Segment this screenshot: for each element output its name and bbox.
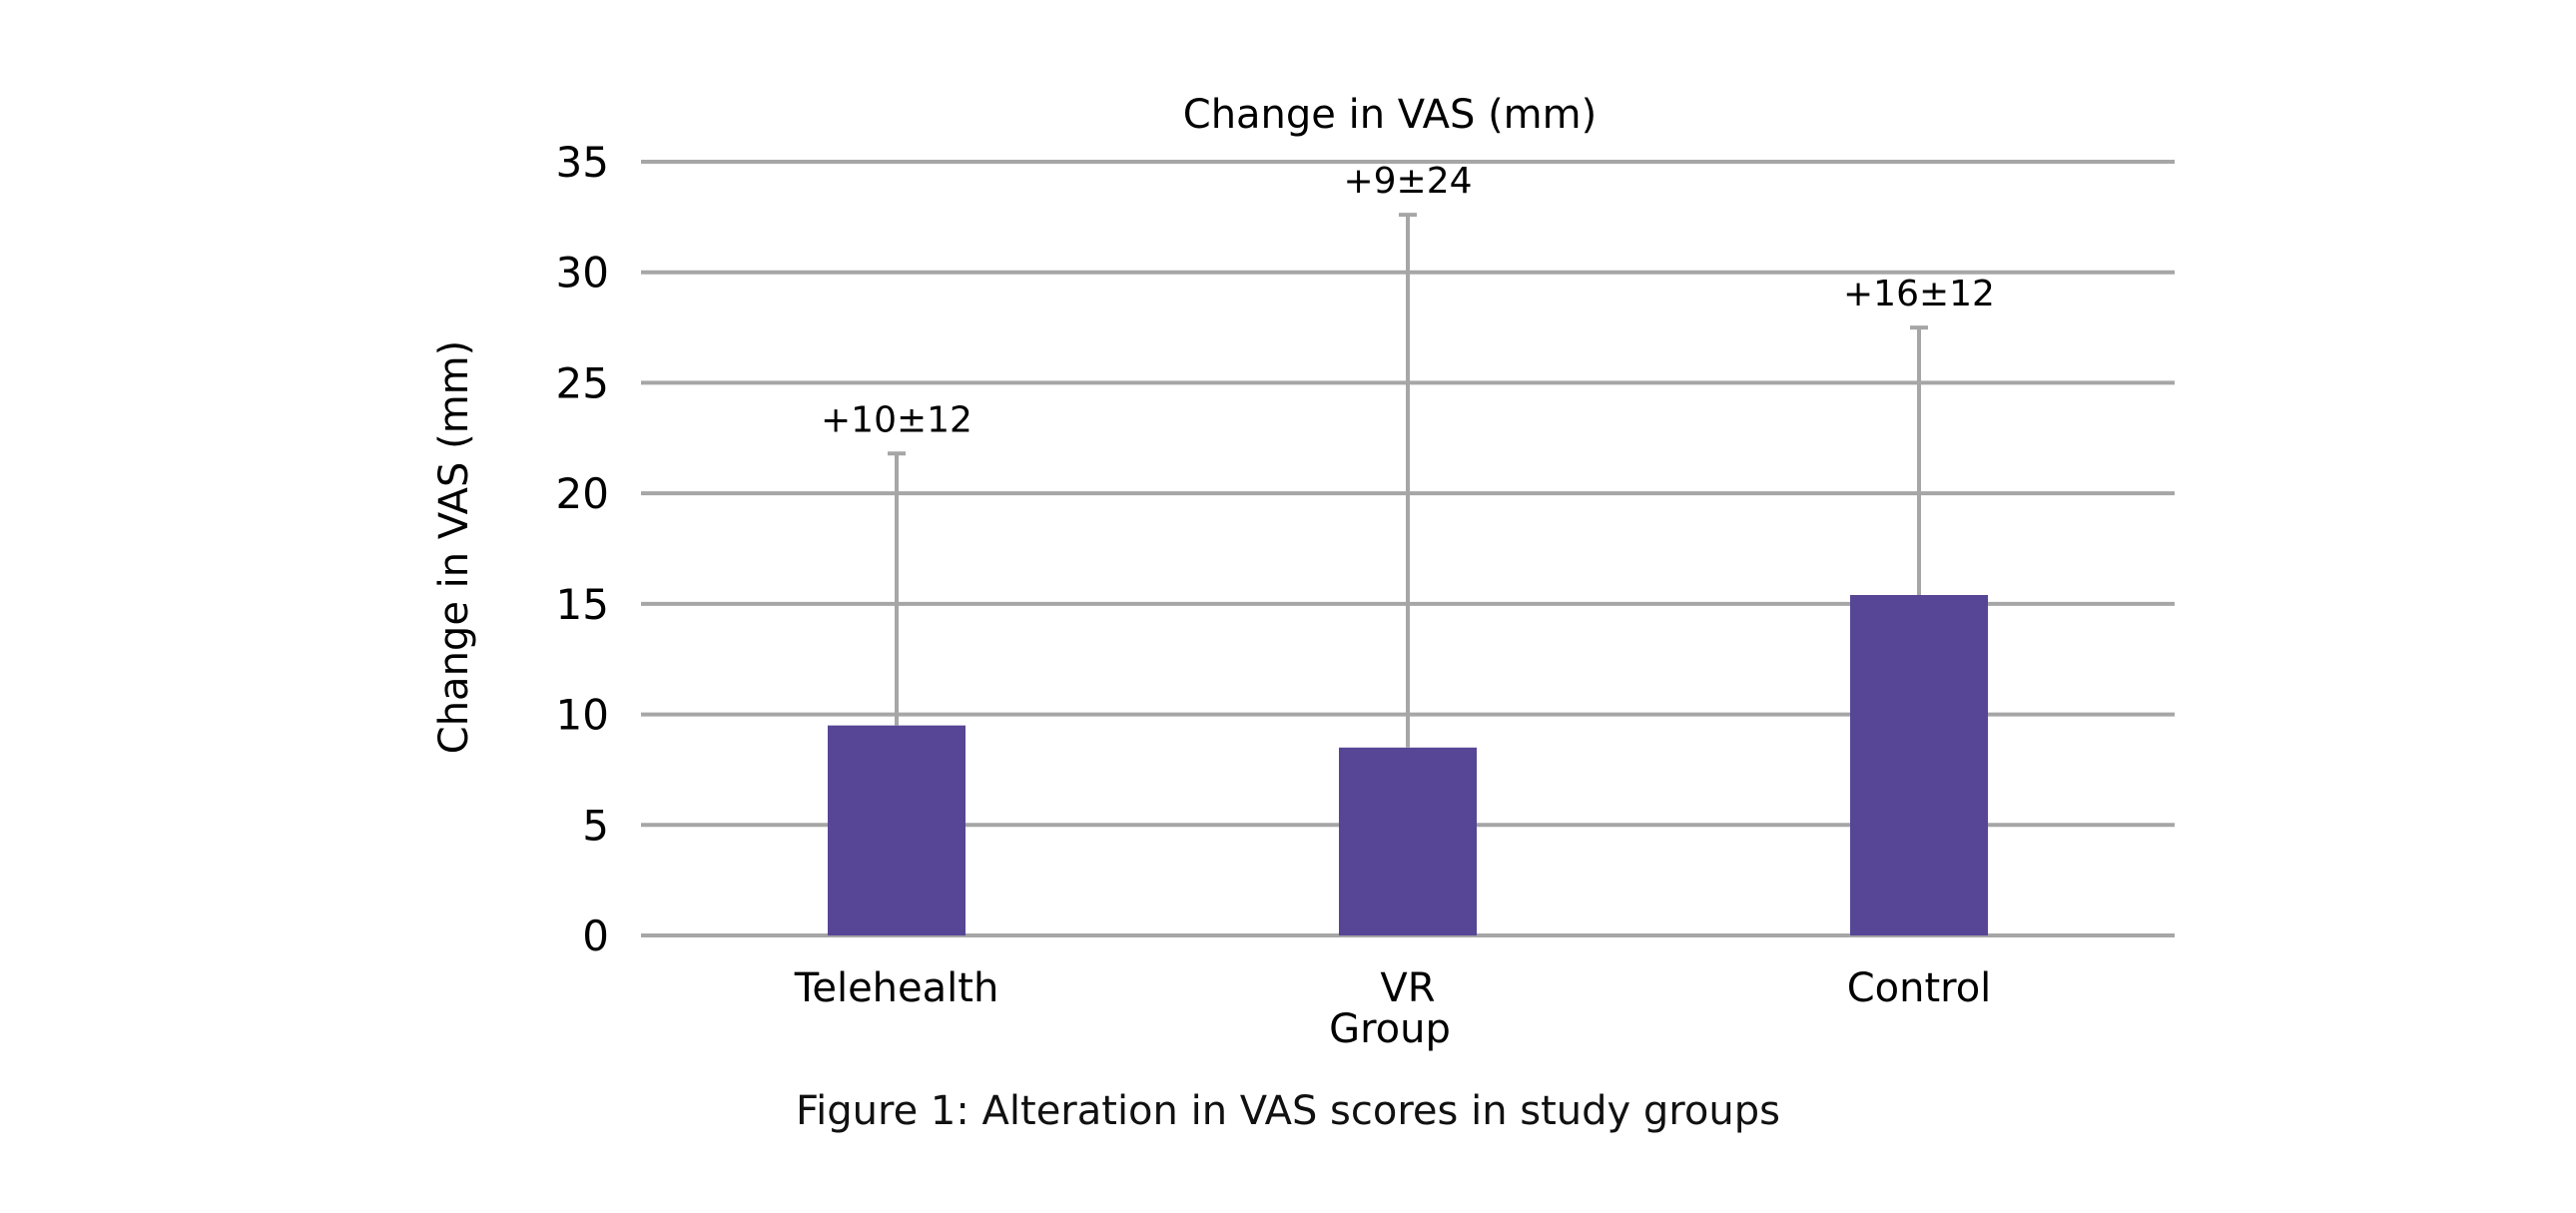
y-tick-label: 30 [556, 249, 609, 298]
y-tick-label: 35 [556, 138, 609, 187]
chart-title: Change in VAS (mm) [1183, 92, 1597, 138]
data-label: +9±24 [1343, 161, 1472, 202]
x-axis-label: Group [1329, 1006, 1451, 1052]
y-tick-label: 0 [582, 911, 609, 960]
data-labels: +10±12 +9±24 +16±12 [821, 161, 1995, 440]
x-tick-label: Control [1847, 965, 1992, 1011]
bar [828, 725, 966, 935]
y-axis-label: Change in VAS (mm) [431, 340, 477, 754]
y-tick-label: 20 [556, 469, 609, 518]
x-tick-label: VR [1380, 965, 1435, 1011]
bars [828, 595, 1988, 935]
x-tick-labels: Telehealth VR Control [794, 965, 1992, 1011]
error-bars [888, 213, 1928, 748]
x-tick-label: Telehealth [794, 965, 999, 1011]
data-label: +10±12 [821, 399, 972, 440]
y-tick-label: 10 [556, 691, 609, 740]
bar [1850, 595, 1988, 935]
bar [1339, 747, 1477, 935]
y-tick-label: 25 [556, 358, 609, 407]
y-tick-label: 15 [556, 580, 609, 629]
figure-caption: Figure 1: Alteration in VAS scores in st… [796, 1088, 1780, 1134]
data-label: +16±12 [1843, 274, 1995, 314]
y-tick-label: 5 [582, 801, 609, 850]
bar-chart: 0 5 10 15 20 25 30 35 +10±12 +9±24 +16±12 Telehea… [431, 92, 2175, 1052]
y-tick-labels: 0 5 10 15 20 25 30 35 [556, 138, 609, 960]
